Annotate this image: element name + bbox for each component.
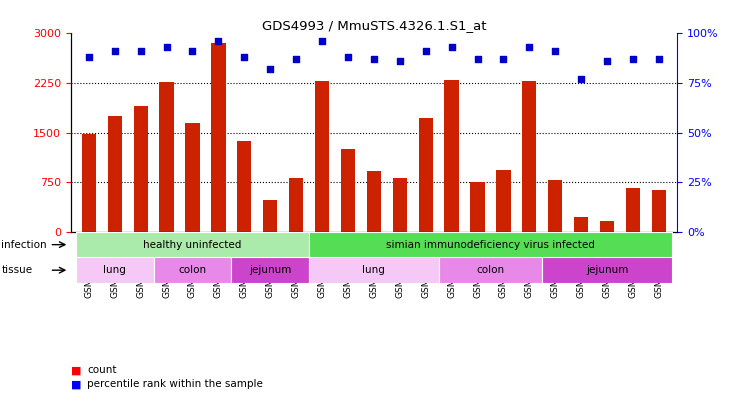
Bar: [341, 149, 355, 232]
Bar: [419, 118, 433, 232]
Bar: [444, 81, 459, 232]
Text: healthy uninfected: healthy uninfected: [144, 240, 242, 250]
Point: [420, 48, 432, 54]
Point: [523, 44, 535, 50]
Text: lung: lung: [362, 265, 385, 275]
Text: colon: colon: [476, 265, 504, 275]
Text: percentile rank within the sample: percentile rank within the sample: [87, 379, 263, 389]
Point: [575, 76, 587, 82]
Point: [109, 48, 121, 54]
Text: tissue: tissue: [1, 265, 33, 275]
Bar: [315, 81, 329, 232]
Bar: [393, 178, 407, 232]
Bar: [652, 189, 666, 232]
Text: lung: lung: [103, 265, 126, 275]
Text: ■: ■: [71, 365, 81, 375]
Point: [601, 58, 613, 64]
Point: [213, 38, 225, 44]
Bar: [289, 178, 304, 232]
Bar: [211, 43, 225, 232]
Point: [161, 44, 173, 50]
Bar: [470, 182, 484, 232]
Point: [238, 54, 250, 61]
Bar: [237, 141, 251, 232]
Bar: [185, 123, 199, 232]
Bar: [367, 171, 381, 232]
Bar: [76, 257, 153, 283]
Point: [394, 58, 405, 64]
Bar: [522, 81, 536, 232]
Text: ■: ■: [71, 379, 81, 389]
Bar: [626, 188, 640, 232]
Bar: [542, 257, 672, 283]
Bar: [76, 232, 309, 257]
Bar: [309, 257, 439, 283]
Text: jejunum: jejunum: [249, 265, 292, 275]
Title: GDS4993 / MmuSTS.4326.1.S1_at: GDS4993 / MmuSTS.4326.1.S1_at: [262, 19, 486, 32]
Point: [135, 48, 147, 54]
Bar: [231, 257, 309, 283]
Text: jejunum: jejunum: [586, 265, 628, 275]
Bar: [496, 170, 510, 232]
Bar: [108, 116, 122, 232]
Bar: [309, 232, 672, 257]
Text: count: count: [87, 365, 117, 375]
Bar: [159, 83, 173, 232]
Bar: [82, 134, 96, 232]
Point: [83, 54, 94, 61]
Text: simian immunodeficiency virus infected: simian immunodeficiency virus infected: [386, 240, 595, 250]
Point: [472, 56, 484, 62]
Point: [368, 56, 380, 62]
Text: infection: infection: [1, 240, 47, 250]
Text: colon: colon: [179, 265, 207, 275]
Point: [316, 38, 328, 44]
Bar: [439, 257, 542, 283]
Bar: [574, 217, 589, 232]
Point: [446, 44, 458, 50]
Point: [653, 56, 665, 62]
Point: [498, 56, 510, 62]
Point: [549, 48, 561, 54]
Bar: [600, 221, 615, 232]
Point: [187, 48, 199, 54]
Point: [627, 56, 639, 62]
Bar: [263, 200, 278, 232]
Bar: [153, 257, 231, 283]
Point: [290, 56, 302, 62]
Bar: [548, 180, 562, 232]
Bar: [133, 106, 148, 232]
Point: [264, 66, 276, 72]
Point: [342, 54, 354, 61]
